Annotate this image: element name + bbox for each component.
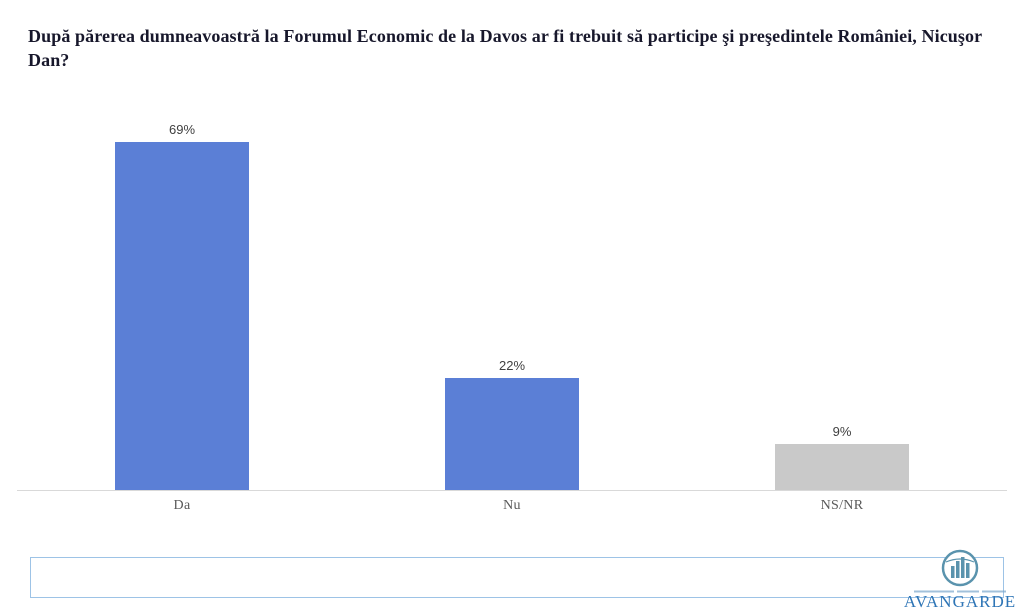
bar [775,444,909,490]
category-label: Da [173,498,191,513]
bar [115,142,249,490]
bar-column-ns-nr: 9% NS/NR [677,122,1007,513]
brand-fineprint-decoration [914,590,1006,593]
bar [445,378,579,490]
avangarde-globe-bars-icon [941,549,979,587]
chart-title: După părerea dumneavoastră la Forumul Ec… [28,26,982,70]
bar-value-label: 69% [168,122,196,137]
bar-column-nu: 22% Nu [347,122,677,513]
brand-name: AVANGARDE [903,592,1017,611]
bar-column-da: 69% Da [17,122,347,513]
bar-value-label: 22% [498,358,526,373]
category-label: NS/NR [820,498,864,513]
footer-border-box [30,557,1004,598]
bar-chart: 69% Da 22% Nu 9% NS/NR [17,122,1007,513]
bar-value-label: 9% [832,424,852,439]
category-label: Nu [503,498,521,513]
